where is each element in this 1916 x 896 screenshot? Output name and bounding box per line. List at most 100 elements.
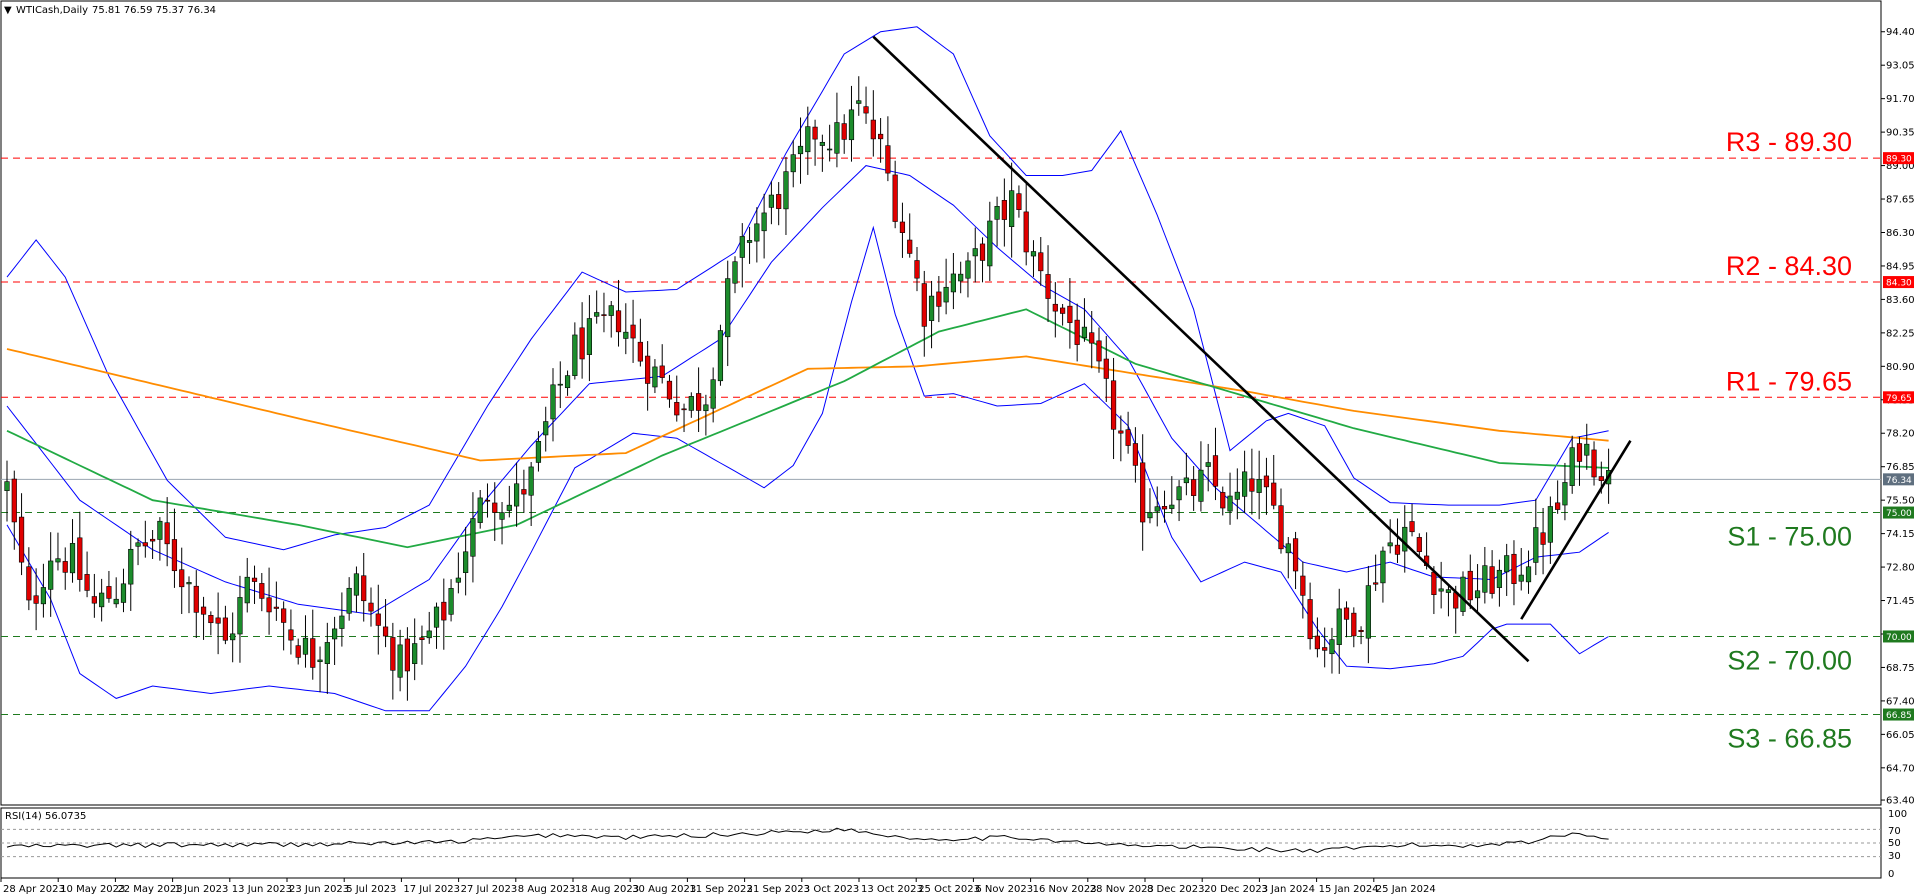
level-label-s1: S1 - 75.00 bbox=[1727, 522, 1852, 552]
candle bbox=[1285, 537, 1291, 579]
candle bbox=[987, 201, 993, 281]
candle bbox=[55, 532, 61, 571]
candle bbox=[594, 290, 600, 324]
levels-layer: R3 - 89.30 R2 - 84.30 R1 - 79.65 S1 - 75.00… bbox=[1, 127, 1881, 754]
candle bbox=[1489, 550, 1495, 599]
svg-text:75.00: 75.00 bbox=[1886, 509, 1912, 519]
rsi-tick-70: 70 bbox=[1888, 826, 1901, 837]
candle bbox=[746, 226, 753, 264]
candle bbox=[1387, 519, 1393, 554]
candle bbox=[1416, 533, 1422, 559]
candle bbox=[128, 530, 134, 611]
candle bbox=[251, 565, 258, 604]
candle bbox=[652, 359, 658, 394]
candle bbox=[310, 609, 316, 680]
candle bbox=[164, 497, 170, 567]
candle bbox=[317, 646, 323, 693]
candle bbox=[1300, 561, 1306, 619]
candle bbox=[346, 577, 352, 621]
candle bbox=[819, 134, 825, 172]
candle bbox=[179, 547, 185, 615]
candle bbox=[543, 406, 549, 452]
candle bbox=[382, 599, 389, 648]
svg-text:76.34: 76.34 bbox=[1886, 476, 1912, 486]
candle bbox=[1322, 627, 1328, 668]
x-tick-label: 6 Nov 2023 bbox=[975, 884, 1033, 895]
candle bbox=[433, 602, 440, 649]
candle bbox=[1438, 561, 1444, 609]
ma-orange-line bbox=[6, 348, 1609, 462]
candle bbox=[1147, 488, 1153, 524]
candle bbox=[259, 572, 265, 612]
candle bbox=[412, 618, 418, 681]
candle bbox=[208, 611, 214, 636]
candle bbox=[921, 270, 927, 357]
candle bbox=[200, 596, 207, 640]
candle bbox=[84, 551, 90, 598]
candle bbox=[62, 547, 68, 590]
candle bbox=[1249, 448, 1255, 515]
level-label-r3: R3 - 89.30 bbox=[1726, 127, 1852, 157]
candle bbox=[1525, 550, 1532, 594]
candle bbox=[892, 160, 898, 229]
candle bbox=[1096, 327, 1102, 373]
y-tick-label: 78.20 bbox=[1886, 429, 1915, 440]
candle bbox=[1016, 185, 1022, 218]
candle bbox=[222, 605, 229, 645]
candle bbox=[557, 361, 563, 409]
x-tick-label: 30 Aug 2023 bbox=[632, 884, 696, 895]
candle bbox=[1365, 565, 1371, 664]
candle bbox=[521, 469, 527, 513]
candle bbox=[492, 482, 498, 541]
candle bbox=[157, 517, 163, 561]
candle bbox=[732, 256, 738, 294]
candle bbox=[928, 280, 935, 349]
candle bbox=[18, 493, 25, 576]
candle bbox=[1103, 336, 1109, 402]
level-tag-r1: 79.65 bbox=[1883, 391, 1914, 404]
candles-layer bbox=[4, 76, 1612, 701]
candle bbox=[1030, 240, 1037, 277]
candle bbox=[375, 584, 381, 655]
x-tick-label: 15 Jan 2024 bbox=[1319, 884, 1379, 895]
candle bbox=[659, 344, 665, 384]
candle bbox=[1089, 310, 1095, 369]
candle bbox=[390, 622, 396, 700]
level-label-s3: S3 - 66.85 bbox=[1727, 724, 1852, 754]
x-tick-label: 8 Dec 2023 bbox=[1147, 884, 1205, 895]
candle bbox=[783, 156, 789, 235]
candle bbox=[994, 196, 1000, 247]
x-tick-label: 22 May 2023 bbox=[117, 884, 182, 895]
candle bbox=[1547, 496, 1553, 564]
candle bbox=[193, 570, 199, 638]
candle bbox=[1234, 468, 1240, 520]
x-tick-label: 25 Oct 2023 bbox=[918, 884, 980, 895]
candle bbox=[1351, 607, 1357, 648]
candle bbox=[1118, 415, 1124, 462]
candle bbox=[703, 394, 709, 436]
candle bbox=[761, 193, 767, 259]
candle bbox=[1227, 472, 1233, 525]
trendline-uptrend bbox=[1520, 439, 1632, 620]
candle bbox=[215, 592, 221, 655]
candle bbox=[754, 207, 760, 263]
candle bbox=[776, 182, 782, 226]
candle bbox=[972, 227, 978, 283]
candle bbox=[1132, 427, 1138, 483]
candle bbox=[564, 370, 571, 396]
candle bbox=[448, 579, 454, 622]
x-tick-label: 28 Nov 2023 bbox=[1090, 884, 1154, 895]
candle bbox=[266, 567, 272, 635]
candle bbox=[273, 581, 279, 621]
candle bbox=[666, 374, 673, 408]
collapse-arrow-icon[interactable]: ▼ bbox=[4, 5, 12, 16]
candle bbox=[1343, 601, 1350, 638]
candle bbox=[1533, 498, 1539, 576]
candle bbox=[455, 552, 461, 594]
candle bbox=[870, 90, 876, 157]
candle bbox=[1511, 540, 1517, 606]
candle bbox=[33, 568, 39, 631]
candle bbox=[186, 576, 192, 614]
